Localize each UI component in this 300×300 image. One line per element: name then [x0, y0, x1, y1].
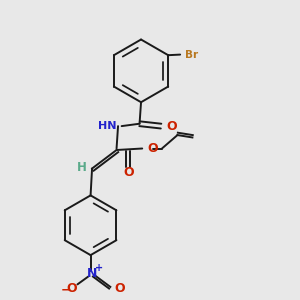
Text: O: O: [114, 282, 125, 295]
Text: HN: HN: [98, 121, 117, 131]
Text: −: −: [60, 284, 71, 296]
Text: O: O: [67, 282, 77, 295]
Text: O: O: [123, 166, 134, 179]
Text: Br: Br: [184, 50, 198, 60]
Text: N: N: [87, 267, 98, 280]
Text: +: +: [95, 263, 104, 273]
Text: O: O: [167, 120, 177, 133]
Text: O: O: [147, 142, 158, 155]
Text: H: H: [77, 161, 87, 174]
